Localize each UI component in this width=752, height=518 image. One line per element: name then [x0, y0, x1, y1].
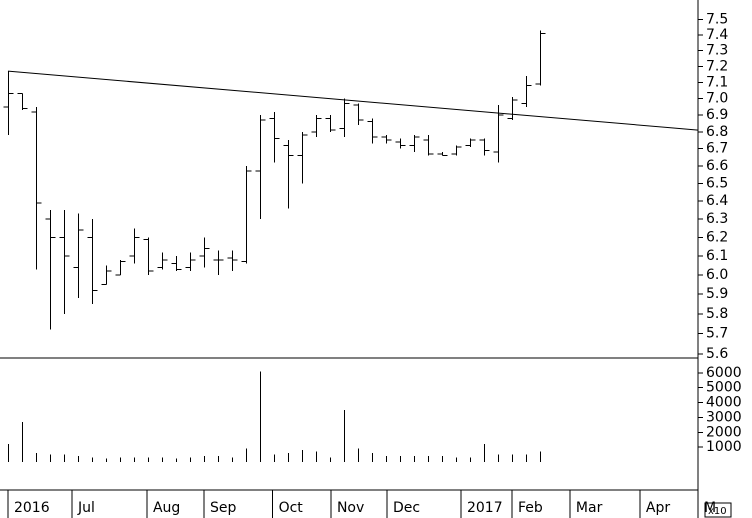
multiplier-label: x10 [708, 506, 727, 517]
x-tick-label: M [704, 500, 716, 516]
y-tick-label: 6000 [706, 365, 742, 381]
x-tick-label: Dec [393, 500, 420, 516]
x-tick-label: Mar [576, 500, 603, 516]
x-tick-label: Apr [646, 500, 670, 516]
y-tick-label: 5000 [706, 380, 742, 396]
x-tick-label: Jul [77, 500, 95, 516]
y-tick-label: 3000 [706, 409, 742, 425]
y-tick-label: 7.4 [706, 27, 728, 43]
y-tick-label: 6.0 [706, 267, 728, 283]
y-tick-label: 4000 [706, 395, 742, 411]
y-tick-label: 6.7 [706, 141, 728, 157]
x-tick-label: Sep [210, 500, 237, 516]
y-tick-label: 5.8 [706, 306, 728, 322]
y-tick-label: 5.7 [706, 326, 728, 342]
y-tick-label: 7.0 [706, 91, 728, 107]
x-tick-label: 2017 [467, 500, 503, 516]
y-tick-label: 6.9 [706, 107, 728, 123]
y-tick-label: 7.2 [706, 58, 728, 74]
y-tick-label: 7.5 [706, 12, 728, 28]
x-tick-label: Oct [279, 500, 304, 516]
y-tick-label: 5.6 [706, 346, 728, 362]
trendline [7, 70, 699, 131]
y-tick-label: 6.2 [706, 229, 728, 245]
x-tick-label: Nov [337, 500, 364, 516]
y-tick-label: 7.3 [706, 43, 728, 59]
y-tick-label: 6.1 [706, 248, 728, 264]
y-tick-label: 7.1 [706, 74, 728, 90]
x-tick-label: 2016 [14, 500, 50, 516]
x-tick-label: Aug [153, 500, 180, 516]
y-tick-label: 1000 [706, 439, 742, 455]
y-tick-label: 6.3 [706, 211, 728, 227]
y-tick-label: 6.8 [706, 124, 728, 140]
y-tick-label: 6.5 [706, 175, 728, 191]
y-tick-label: 6.4 [706, 193, 728, 209]
x-tick-label: Feb [518, 500, 543, 516]
y-tick-label: 6.6 [706, 158, 728, 174]
multiplier-box [704, 502, 732, 518]
y-tick-label: 2000 [706, 424, 742, 440]
y-tick-label: 5.9 [706, 286, 728, 302]
